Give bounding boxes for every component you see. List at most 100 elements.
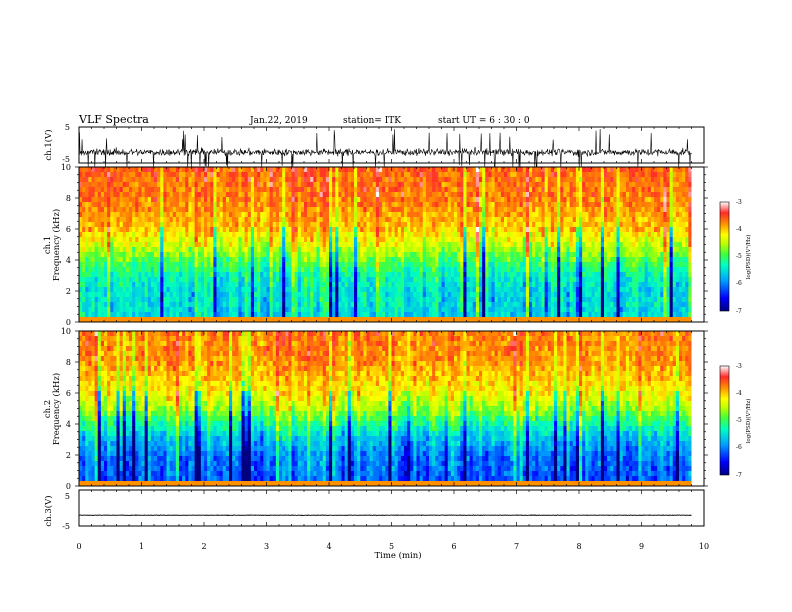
spectrogram-cell: [250, 217, 255, 223]
spectrogram-cell: [269, 262, 274, 268]
spectrogram-cell: [382, 222, 386, 228]
spectrogram-cell: [413, 187, 417, 193]
spectrogram-cell: [188, 222, 192, 228]
spectrogram-cell: [307, 272, 311, 278]
spectrogram-cell: [235, 262, 239, 268]
spectrogram-cell: [191, 222, 196, 228]
spectrogram-cell: [282, 237, 286, 243]
spectrogram-cell: [79, 197, 83, 203]
spectrogram-cell: [507, 232, 511, 238]
spectrogram-cell: [429, 242, 433, 248]
spectrogram-cell: [507, 317, 511, 323]
spectrogram-cell: [216, 167, 221, 173]
spectrogram-cell: [204, 227, 208, 233]
spectrogram-cell: [469, 242, 474, 248]
spectrogram-cell: [119, 242, 124, 248]
spectrogram-cell: [263, 212, 267, 218]
spectrogram-cell: [500, 312, 505, 318]
spectrogram-cell: [282, 277, 286, 283]
spectrogram-cell: [485, 232, 489, 238]
spectrogram-cell: [529, 267, 533, 273]
spectrogram-cell: [257, 187, 261, 193]
spectrogram-cell: [447, 277, 452, 283]
spectrogram-cell: [497, 302, 502, 308]
spectrogram-cell: [107, 172, 111, 178]
spectrogram-cell: [510, 192, 514, 198]
spectrogram-cell: [122, 262, 127, 268]
spectrogram-cell: [210, 242, 214, 248]
spectrogram-cell: [263, 262, 267, 268]
spectrogram-cell: [435, 242, 439, 248]
spectrogram-cell: [160, 217, 164, 223]
spectrogram-cell: [263, 172, 267, 178]
spectrogram-cell: [291, 277, 296, 283]
spectrogram-cell: [244, 212, 249, 218]
spectrogram-cell: [388, 177, 392, 183]
spectrogram-cell: [104, 217, 108, 223]
spectrogram-cell: [138, 312, 142, 318]
spectrogram-cell: [397, 297, 402, 303]
spectrogram-cell: [397, 207, 402, 213]
spectrogram-cell: [185, 192, 189, 198]
spectrogram-cell: [457, 242, 461, 248]
spectrogram-cell: [335, 227, 339, 233]
spectrogram-cell: [457, 257, 461, 263]
spectrogram-cell: [482, 247, 486, 253]
spectrogram-cell: [269, 292, 274, 298]
spectrogram-cell: [475, 257, 480, 263]
spectrogram-cell: [154, 282, 158, 288]
spectrogram-cell: [463, 317, 467, 323]
spectrogram-cell: [263, 307, 267, 313]
spectrogram-cell: [110, 312, 114, 318]
spectrogram-cell: [429, 282, 433, 288]
spectrogram-cell: [535, 272, 539, 278]
spectrogram-cell: [541, 217, 546, 223]
spectrogram-cell: [319, 172, 324, 178]
spectrogram-cell: [257, 302, 261, 308]
spectrogram-cell: [107, 237, 111, 243]
spectrogram-cell: [104, 277, 108, 283]
spectrogram-cell: [457, 272, 461, 278]
spectrogram-cell: [282, 307, 286, 313]
spectrogram-cell: [266, 252, 271, 258]
spectrogram-cell: [566, 277, 571, 283]
spectrogram-cell: [547, 287, 552, 293]
spectrogram-cell: [204, 277, 208, 283]
spectrogram-cell: [519, 282, 524, 288]
spectrogram-cell: [400, 237, 405, 243]
spectrogram-cell: [444, 212, 449, 218]
spectrogram-cell: [544, 307, 549, 313]
spectrogram-cell: [344, 167, 349, 173]
spectrogram-cell: [319, 247, 324, 253]
spectrogram-cell: [382, 182, 386, 188]
spectrogram-cell: [150, 207, 155, 213]
spectrogram-cell: [222, 277, 227, 283]
spectrogram-cell: [510, 202, 514, 208]
spectrogram-cell: [560, 177, 564, 183]
spectrogram-cell: [529, 202, 533, 208]
spectrogram-cell: [472, 192, 477, 198]
spectrogram-cell: [563, 287, 567, 293]
spectrogram-cell: [213, 247, 217, 253]
spectrogram-cell: [450, 297, 455, 303]
spectrogram-cell: [466, 317, 471, 323]
spectrogram-cell: [163, 272, 167, 278]
spectrogram-cell: [85, 297, 89, 303]
spectrogram-cell: [288, 207, 292, 213]
spectrogram-cell: [391, 242, 396, 248]
spectrogram-cell: [475, 232, 480, 238]
spectrogram-cell: [400, 232, 405, 238]
spectrogram-cell: [122, 257, 127, 263]
spectrogram-cell: [422, 297, 427, 303]
spectrogram-cell: [347, 252, 352, 258]
spectrogram-cell: [319, 197, 324, 203]
spectrogram-cell: [407, 252, 411, 258]
spectrogram-cell: [225, 317, 230, 323]
spectrogram-cell: [366, 302, 371, 308]
spectrogram-cell: [375, 267, 380, 273]
spectrogram-cell: [422, 212, 427, 218]
spectrogram-cell: [554, 292, 558, 298]
spectrogram-cell: [250, 257, 255, 263]
spectrogram-cell: [219, 267, 224, 273]
spectrogram-cell: [463, 212, 467, 218]
